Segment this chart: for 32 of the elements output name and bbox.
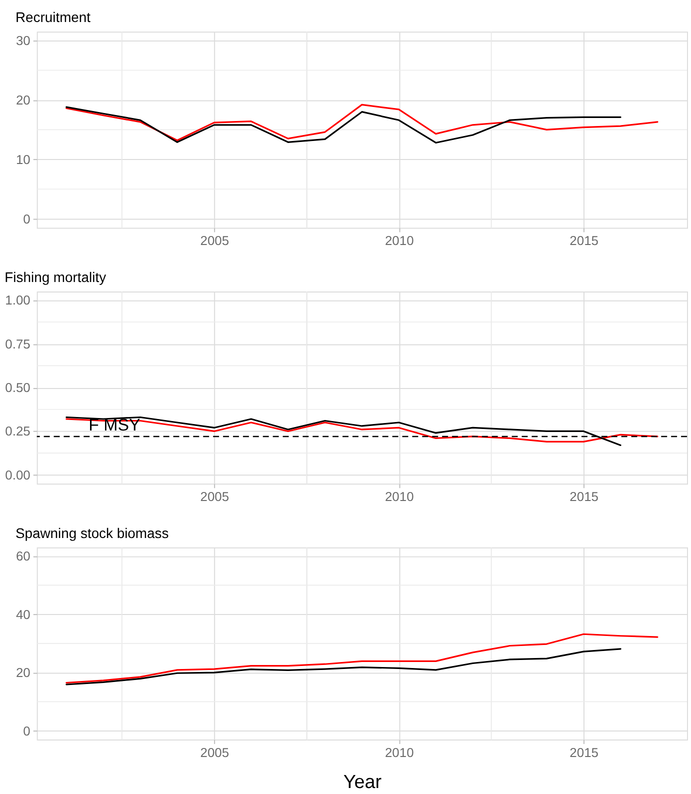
line-series	[66, 104, 658, 142]
x-tick-label: 2005	[200, 489, 230, 504]
y-tick-label: 10	[16, 152, 30, 167]
line-series	[66, 648, 622, 686]
y-tick-label: 1.00	[5, 292, 30, 308]
x-tick-label: 2015	[570, 489, 598, 504]
y-tick-label: 40	[16, 606, 30, 622]
y-tick-label: 0.00	[5, 467, 30, 482]
chart-title: Spawning stock biomass	[15, 524, 169, 541]
line-series	[66, 633, 658, 684]
y-tick-label: 30	[16, 32, 30, 48]
x-tick-label: 2015	[570, 744, 598, 760]
line-series	[66, 106, 622, 144]
chart-title: Fishing mortality	[4, 269, 106, 286]
ref-line-label: F MSY	[88, 415, 140, 434]
x-tick-label: 2010	[384, 233, 414, 248]
y-tick-label: 0	[23, 723, 30, 738]
y-tick-label: 0	[23, 211, 30, 226]
y-tick-label: 0.75	[5, 336, 30, 352]
x-tick-label: 2010	[384, 744, 414, 760]
x-axis-title: Year	[343, 772, 382, 793]
y-tick-label: 0.25	[5, 424, 30, 439]
x-tick-label: 2005	[200, 744, 230, 760]
chart-title: Recruitment	[15, 9, 91, 26]
y-tick-label: 20	[16, 92, 30, 108]
x-tick-label: 2015	[570, 233, 598, 248]
y-tick-label: 20	[16, 665, 30, 680]
y-tick-label: 0.50	[5, 380, 30, 396]
x-tick-label: 2005	[200, 233, 230, 248]
x-tick-label: 2010	[384, 489, 414, 504]
line-series	[66, 418, 658, 442]
y-tick-label: 60	[16, 548, 30, 564]
